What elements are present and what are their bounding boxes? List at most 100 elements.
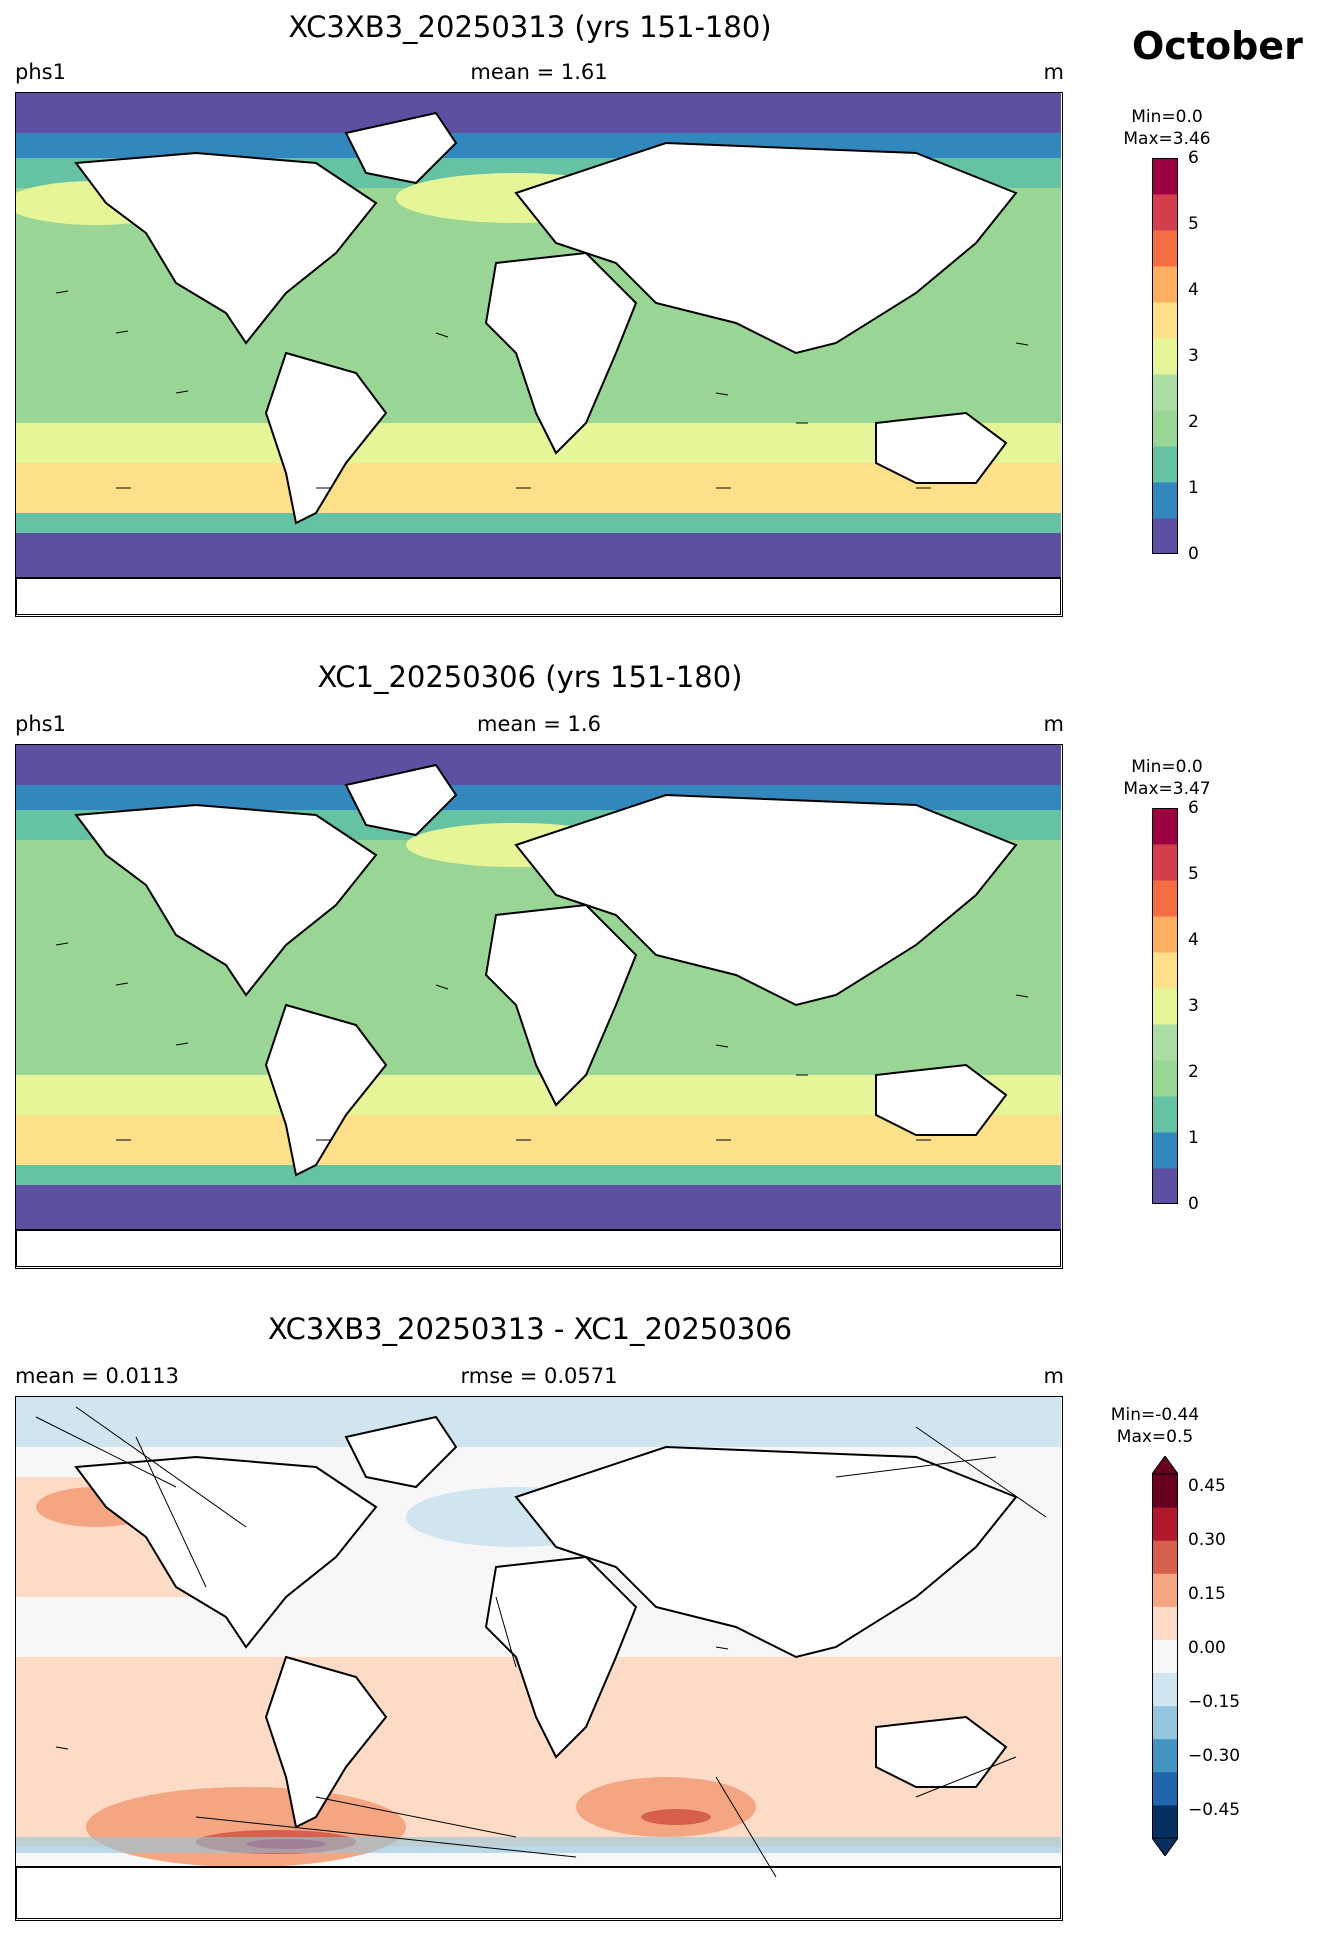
colorbar-segment (1152, 844, 1178, 881)
panel-1-tick: 5 (1188, 214, 1199, 234)
colorbar-segment (1152, 1060, 1178, 1097)
colorbar-segment (1152, 266, 1178, 303)
panel-1-title: XC3XB3_20250313 (yrs 151-180) (288, 10, 772, 44)
panel-2-tick: 1 (1188, 1128, 1199, 1148)
colorbar-segment (1152, 1024, 1178, 1061)
antarctica (16, 1866, 1061, 1919)
panel-3-tick: −0.45 (1188, 1800, 1241, 1820)
vector-field (35, 1406, 1047, 1878)
colorbar-segment (1152, 1639, 1178, 1674)
antarctic-band (16, 1185, 1061, 1230)
colorbar-segment (1152, 1096, 1178, 1133)
vector-field (55, 290, 1029, 489)
panel-1-mean-label: mean = 1.61 (470, 60, 608, 84)
greenland (344, 1415, 458, 1489)
greenland (344, 763, 458, 837)
colorbar-segment (1152, 1168, 1178, 1205)
colorbar-segment (1152, 446, 1178, 483)
panel-3-tick: −0.30 (1188, 1746, 1241, 1766)
south-atlantic-positive (86, 1787, 406, 1867)
north-america (74, 803, 378, 997)
month-label: October (1132, 24, 1303, 68)
panel-3-tick: −0.15 (1188, 1692, 1241, 1712)
vector-field (55, 942, 1029, 1141)
panel-1-tick: 2 (1188, 412, 1199, 432)
panel-3-mean-label: mean = 0.0113 (15, 1364, 179, 1388)
colorbar-outline (1152, 1473, 1178, 1839)
antarctica (16, 1229, 1061, 1267)
panel-3-tick: 0.15 (1188, 1584, 1226, 1604)
colorbar-segment (1152, 1705, 1178, 1740)
panel-3-colorbar-min: Min=-0.44 (1110, 1405, 1200, 1425)
australia (875, 411, 1008, 484)
colorbar-extend-max (1151, 1455, 1179, 1475)
panel-1-unit-label: m (1043, 60, 1064, 84)
panel-3-map (15, 1396, 1063, 1921)
southern-ocean-high-band (16, 1115, 1061, 1165)
colorbar-segment (1152, 952, 1178, 989)
greenland (344, 111, 458, 185)
panel-2-unit-label: m (1043, 712, 1064, 736)
colorbar-segment (1152, 482, 1178, 519)
south-america (264, 1003, 388, 1177)
south-america (264, 351, 388, 525)
colorbar-segment (1152, 880, 1178, 917)
australia (875, 1715, 1008, 1788)
panel-3-title: XC3XB3_20250313 - XC1_20250306 (267, 1312, 793, 1346)
arctic-band (16, 745, 1061, 785)
colorbar-segment (1152, 916, 1178, 953)
australia (875, 1063, 1008, 1136)
africa (484, 903, 638, 1107)
panel-2-tick: 4 (1188, 930, 1199, 950)
continents (16, 111, 1061, 615)
panel-1-variable-label: phs1 (15, 60, 66, 84)
colorbar-segment (1152, 1507, 1178, 1541)
colorbar-segment (1152, 410, 1178, 447)
panel-3-rmse-label: rmse = 0.0571 (460, 1364, 618, 1388)
panel-2-tick: 3 (1188, 996, 1199, 1016)
south-america (264, 1655, 388, 1829)
panel-2-tick: 5 (1188, 864, 1199, 884)
panel-3-tick: 0.30 (1188, 1530, 1226, 1550)
colorbar-outline (1152, 158, 1178, 554)
africa (484, 251, 638, 455)
panel-3-colorbar-max: Max=0.5 (1116, 1427, 1194, 1447)
panel-2-title: XC1_20250306 (yrs 151-180) (317, 660, 743, 694)
panel-3-colorbar (1151, 1455, 1179, 1860)
colorbar-segment (1152, 1573, 1178, 1607)
panel-2-tick: 2 (1188, 1062, 1199, 1082)
colorbar-segment (1152, 158, 1178, 195)
colorbar-segment (1152, 1540, 1178, 1574)
panel-1-tick: 1 (1188, 478, 1199, 498)
antarctic-band (16, 533, 1061, 578)
colorbar-segment (1152, 1804, 1178, 1839)
panel-2-tick: 0 (1188, 1194, 1199, 1214)
colorbar-segment (1152, 518, 1178, 555)
panel-2-colorbar (1152, 808, 1178, 1208)
colorbar-segment (1152, 1738, 1178, 1773)
colorbar-outline (1152, 808, 1178, 1204)
colorbar-segment (1152, 808, 1178, 845)
colorbar-segment (1152, 1771, 1178, 1806)
colorbar-segment (1152, 988, 1178, 1025)
colorbar-segment (1152, 1474, 1178, 1508)
colorbar-segment (1152, 374, 1178, 411)
indian-ocean-positive (576, 1777, 756, 1837)
colorbar-segment (1152, 1132, 1178, 1169)
panel-2-variable-label: phs1 (15, 712, 66, 736)
southern-ocean-high-band (16, 463, 1061, 513)
colorbar-segment (1152, 230, 1178, 267)
panel-2-colorbar-min: Min=0.0 (1131, 757, 1203, 777)
continents (16, 1415, 1061, 1919)
colorbar-extend-min (1151, 1837, 1179, 1857)
panel-2-map (15, 744, 1063, 1269)
continents (16, 763, 1061, 1267)
panel-1-tick: 4 (1188, 280, 1199, 300)
colorbar-segment (1152, 194, 1178, 231)
panel-3-unit-label: m (1043, 1364, 1064, 1388)
panel-1-map (15, 92, 1063, 617)
africa (484, 1555, 638, 1759)
panel-1-colorbar-max: Max=3.46 (1123, 129, 1211, 149)
colorbar-segment (1152, 1672, 1178, 1707)
panel-1-tick: 0 (1188, 544, 1199, 564)
